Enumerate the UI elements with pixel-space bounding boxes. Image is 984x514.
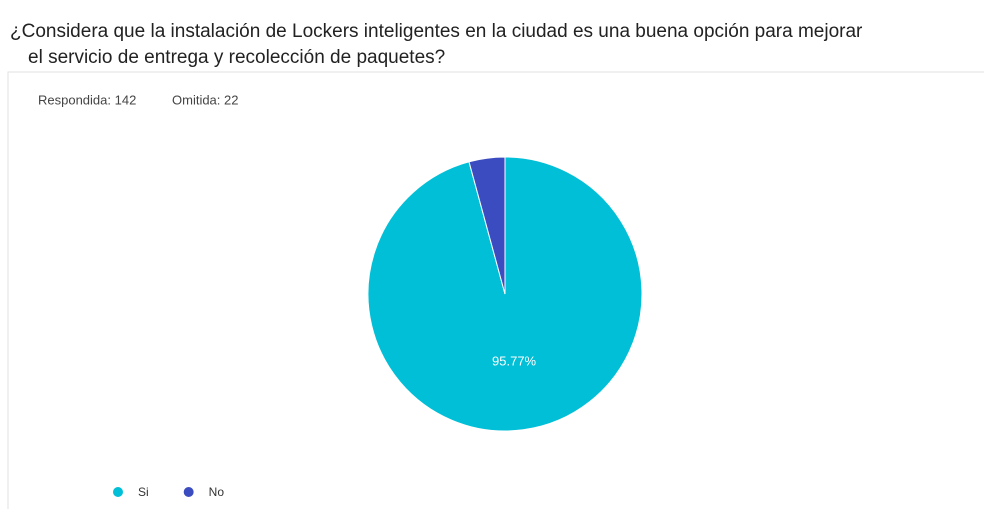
panel-border [7,71,984,509]
question-line: el servicio de entrega y recolección de … [28,47,445,68]
question-line: ¿Considera que la instalación de Lockers… [10,21,863,42]
legend-swatch [113,487,123,497]
slice-label: 95.77% [492,353,537,368]
legend-label: No [209,485,225,499]
legend-label: Si [138,485,149,499]
responded-count: Respondida: 142 [38,92,136,107]
legend-swatch [183,487,194,497]
omitted-count: Omitida: 22 [172,92,238,107]
pie-slice [468,156,506,295]
